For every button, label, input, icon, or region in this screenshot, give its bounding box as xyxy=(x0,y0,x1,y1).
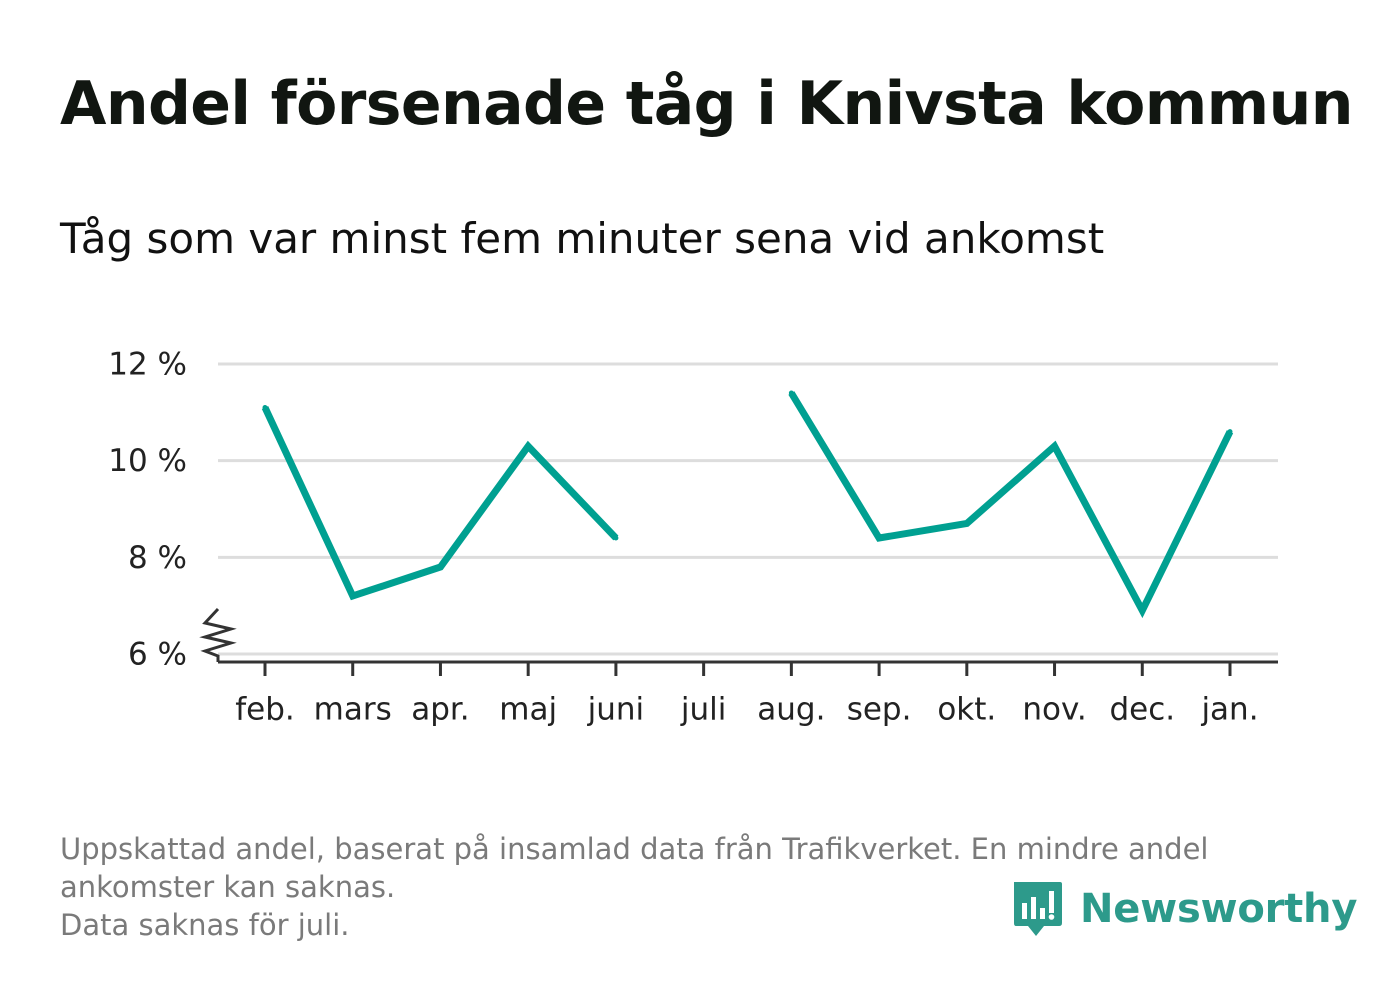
x-tick-label-8: okt. xyxy=(937,692,996,728)
data-point-1 xyxy=(350,593,356,599)
chart-subtitle: Tåg som var minst fem minuter sena vid a… xyxy=(60,214,1105,263)
x-tick-label-11: jan. xyxy=(1200,692,1258,728)
x-tick-label-4: juni xyxy=(587,692,645,728)
data-point-0 xyxy=(262,405,268,410)
x-tick-label-9: nov. xyxy=(1022,692,1086,728)
x-tick-label-3: maj xyxy=(499,692,557,728)
data-point-4 xyxy=(613,535,619,541)
chart-title: Andel försenade tåg i Knivsta kommun xyxy=(60,69,1353,139)
data-point-2 xyxy=(437,564,443,570)
data-point-6 xyxy=(788,390,794,396)
x-tick-label-1: mars xyxy=(314,692,392,728)
x-tick-label-0: feb. xyxy=(235,692,295,728)
y-tick-label-12: 12 % xyxy=(108,347,187,383)
data-point-11 xyxy=(1227,429,1233,435)
y-axis-break xyxy=(199,607,237,662)
data-point-8 xyxy=(964,521,970,526)
y-tick-label-8: 8 % xyxy=(128,540,187,576)
line-chart: 6 % 8 % 10 % 12 % feb. mars apr. maj juni juli aug… xyxy=(108,347,1278,728)
x-tick-label-5: juli xyxy=(680,692,727,728)
data-point-10 xyxy=(1139,608,1145,613)
data-point-7 xyxy=(876,535,882,541)
newsworthy-logo-icon xyxy=(1014,882,1062,936)
newsworthy-brand-name: Newsworthy xyxy=(1080,886,1358,932)
source-note-line-1: Uppskattad andel, baserat på insamlad da… xyxy=(60,832,1209,866)
x-tick-label-6: aug. xyxy=(757,692,825,728)
series-line-segment-2 xyxy=(788,391,1234,619)
source-note: Uppskattad andel, baserat på insamlad da… xyxy=(60,830,1320,944)
data-point-9 xyxy=(1052,443,1058,449)
x-tick-label-2: apr. xyxy=(411,692,469,728)
missing-data-note: Data saknas för juli. xyxy=(60,908,350,942)
y-tick-label-6: 6 % xyxy=(128,637,187,673)
y-tick-label-10: 10 % xyxy=(108,443,187,479)
x-tick-label-10: dec. xyxy=(1109,692,1175,728)
source-note-line-2: ankomster kan saknas. xyxy=(60,870,396,904)
data-point-3 xyxy=(525,443,531,449)
newsworthy-brand: Newsworthy xyxy=(1010,878,1357,940)
x-tick-label-7: sep. xyxy=(847,692,912,728)
